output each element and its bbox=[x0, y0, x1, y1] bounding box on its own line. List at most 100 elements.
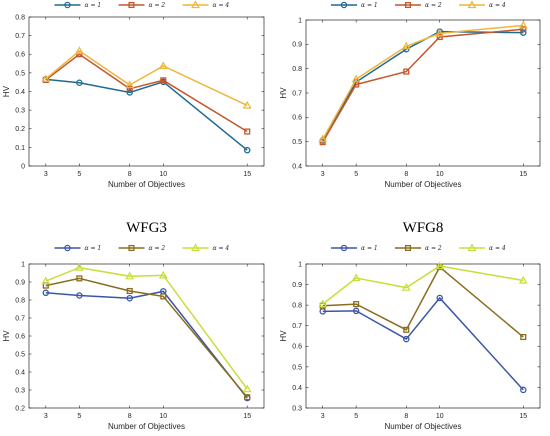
legend: α = 1 α = 2 α = 4 bbox=[331, 0, 506, 9]
data-point bbox=[126, 85, 133, 92]
y-tick-label: 0.6 bbox=[292, 344, 302, 351]
data-point bbox=[520, 386, 527, 394]
data-point bbox=[242, 384, 252, 393]
legend-entry: α = 4 bbox=[213, 2, 230, 9]
y-tick-label: 0.4 bbox=[15, 369, 25, 376]
data-point bbox=[243, 146, 251, 154]
legend-marker bbox=[64, 1, 71, 9]
data-point bbox=[435, 28, 445, 37]
x-tick-label: 15 bbox=[519, 171, 527, 178]
legend-entry: α = 2 bbox=[425, 2, 442, 9]
y-tick-label: 0.7 bbox=[15, 33, 25, 40]
y-axis-label: HV bbox=[2, 85, 11, 97]
series-line bbox=[45, 277, 248, 398]
data-point bbox=[242, 100, 252, 109]
data-point bbox=[318, 134, 328, 143]
legend-marker bbox=[404, 1, 412, 9]
series-1 bbox=[319, 294, 527, 394]
x-tick-label: 15 bbox=[243, 171, 251, 178]
series-line bbox=[45, 53, 248, 133]
series-line bbox=[45, 266, 248, 390]
y-tick-label: 0.3 bbox=[15, 108, 25, 115]
x-axis-label: Number of Objectives bbox=[108, 422, 185, 431]
data-point bbox=[520, 26, 527, 33]
chart-panel-2: 0.4 0.5 0.6 0.7 0.8 0.9 1 3 5 8 10 15 Number of Obje… bbox=[279, 0, 541, 189]
x-axis-label: Number of Objectives bbox=[108, 180, 185, 189]
series-line bbox=[322, 265, 524, 338]
data-point bbox=[76, 79, 83, 86]
data-point bbox=[436, 294, 443, 302]
plot-area bbox=[305, 263, 541, 409]
x-tick-label: 15 bbox=[519, 413, 527, 420]
y-tick-label: 0.9 bbox=[292, 42, 302, 49]
data-point bbox=[126, 294, 133, 302]
legend-entry: α = 4 bbox=[489, 2, 506, 9]
series-line bbox=[45, 290, 248, 399]
data-point bbox=[41, 74, 51, 82]
data-point bbox=[76, 275, 83, 282]
data-point bbox=[244, 394, 251, 401]
data-point bbox=[401, 41, 411, 50]
chart-title: WFG8 bbox=[403, 220, 444, 236]
data-point bbox=[352, 307, 360, 315]
legend-marker bbox=[191, 0, 200, 9]
data-point bbox=[520, 333, 527, 341]
x-tick-label: 8 bbox=[128, 171, 132, 178]
y-tick-label: 0.3 bbox=[292, 405, 302, 412]
legend-marker bbox=[404, 244, 412, 252]
series-line bbox=[45, 49, 248, 107]
x-tick-label: 5 bbox=[354, 171, 358, 178]
data-point bbox=[158, 61, 168, 70]
series-line bbox=[322, 296, 524, 391]
y-tick-label: 0.1 bbox=[15, 145, 25, 152]
x-axis-label: Number of Objectives bbox=[385, 422, 462, 431]
y-tick-label: 0.7 bbox=[292, 323, 302, 330]
data-point bbox=[160, 293, 167, 300]
data-point bbox=[353, 301, 360, 308]
plot-area bbox=[28, 263, 265, 409]
y-axis-label: HV bbox=[279, 330, 288, 342]
y-tick-label: 0.5 bbox=[292, 364, 302, 371]
series-line bbox=[322, 24, 524, 140]
series-3 bbox=[318, 20, 528, 143]
y-axis-label: HV bbox=[2, 330, 11, 342]
legend-entry: α = 1 bbox=[85, 2, 102, 9]
y-tick-label: 0.5 bbox=[15, 70, 25, 77]
series-line bbox=[322, 28, 524, 143]
y-tick-label: 0.6 bbox=[292, 115, 302, 122]
y-tick-label: 1 bbox=[298, 17, 302, 24]
x-tick-label: 5 bbox=[77, 413, 81, 420]
data-point bbox=[76, 292, 83, 299]
series-line bbox=[45, 78, 248, 151]
x-tick-label: 3 bbox=[321, 413, 325, 420]
data-point bbox=[520, 29, 527, 36]
y-tick-label: 0.8 bbox=[292, 303, 302, 310]
plot-area bbox=[305, 19, 541, 167]
x-tick-label: 10 bbox=[436, 171, 444, 178]
data-point bbox=[436, 33, 443, 41]
data-point bbox=[41, 276, 51, 285]
y-tick-label: 0.6 bbox=[15, 333, 25, 340]
y-tick-label: 0.9 bbox=[15, 279, 25, 286]
y-tick-label: 1 bbox=[21, 261, 25, 268]
x-tick-label: 10 bbox=[436, 413, 444, 420]
data-point bbox=[42, 289, 50, 297]
x-tick-label: 3 bbox=[44, 171, 48, 178]
y-tick-label: 0.8 bbox=[292, 66, 302, 73]
series-line bbox=[322, 265, 524, 305]
y-tick-label: 0.6 bbox=[15, 52, 25, 59]
x-tick-label: 10 bbox=[159, 171, 167, 178]
legend: α = 1 α = 2 α = 4 bbox=[331, 243, 506, 252]
legend-marker bbox=[467, 243, 477, 252]
legend: α = 1 α = 2 α = 4 bbox=[54, 0, 230, 9]
legend-entry: α = 1 bbox=[361, 245, 378, 252]
y-tick-label: 0 bbox=[21, 163, 25, 170]
chart-panel-1: 0 0.1 0.2 0.3 0.4 0.5 0.6 0.7 0.8 3 5 8 10 15 Number o… bbox=[2, 0, 265, 189]
x-tick-label: 3 bbox=[321, 171, 325, 178]
data-point bbox=[401, 283, 411, 291]
y-tick-label: 0.4 bbox=[292, 385, 302, 392]
data-point bbox=[435, 261, 445, 270]
legend-marker bbox=[340, 244, 348, 252]
data-point bbox=[74, 262, 84, 271]
